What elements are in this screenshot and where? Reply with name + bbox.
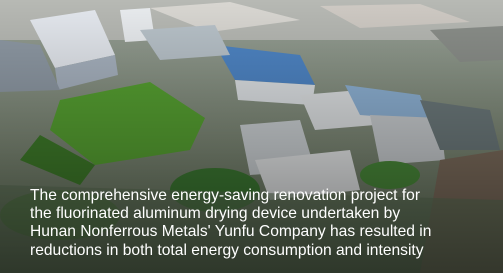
caption-line: The comprehensive energy-saving renovati… <box>30 187 420 204</box>
caption: The comprehensive energy-saving renovati… <box>30 187 431 259</box>
photo: The comprehensive energy-saving renovati… <box>0 0 503 273</box>
caption-line: reductions in both total energy consumpt… <box>30 242 424 259</box>
page: {"caption": {"lines": [ "The comprehensi… <box>0 0 503 273</box>
caption-line: the fluorinated aluminum drying device u… <box>30 205 400 222</box>
caption-line: Hunan Nonferrous Metals' Yunfu Company h… <box>30 223 431 240</box>
